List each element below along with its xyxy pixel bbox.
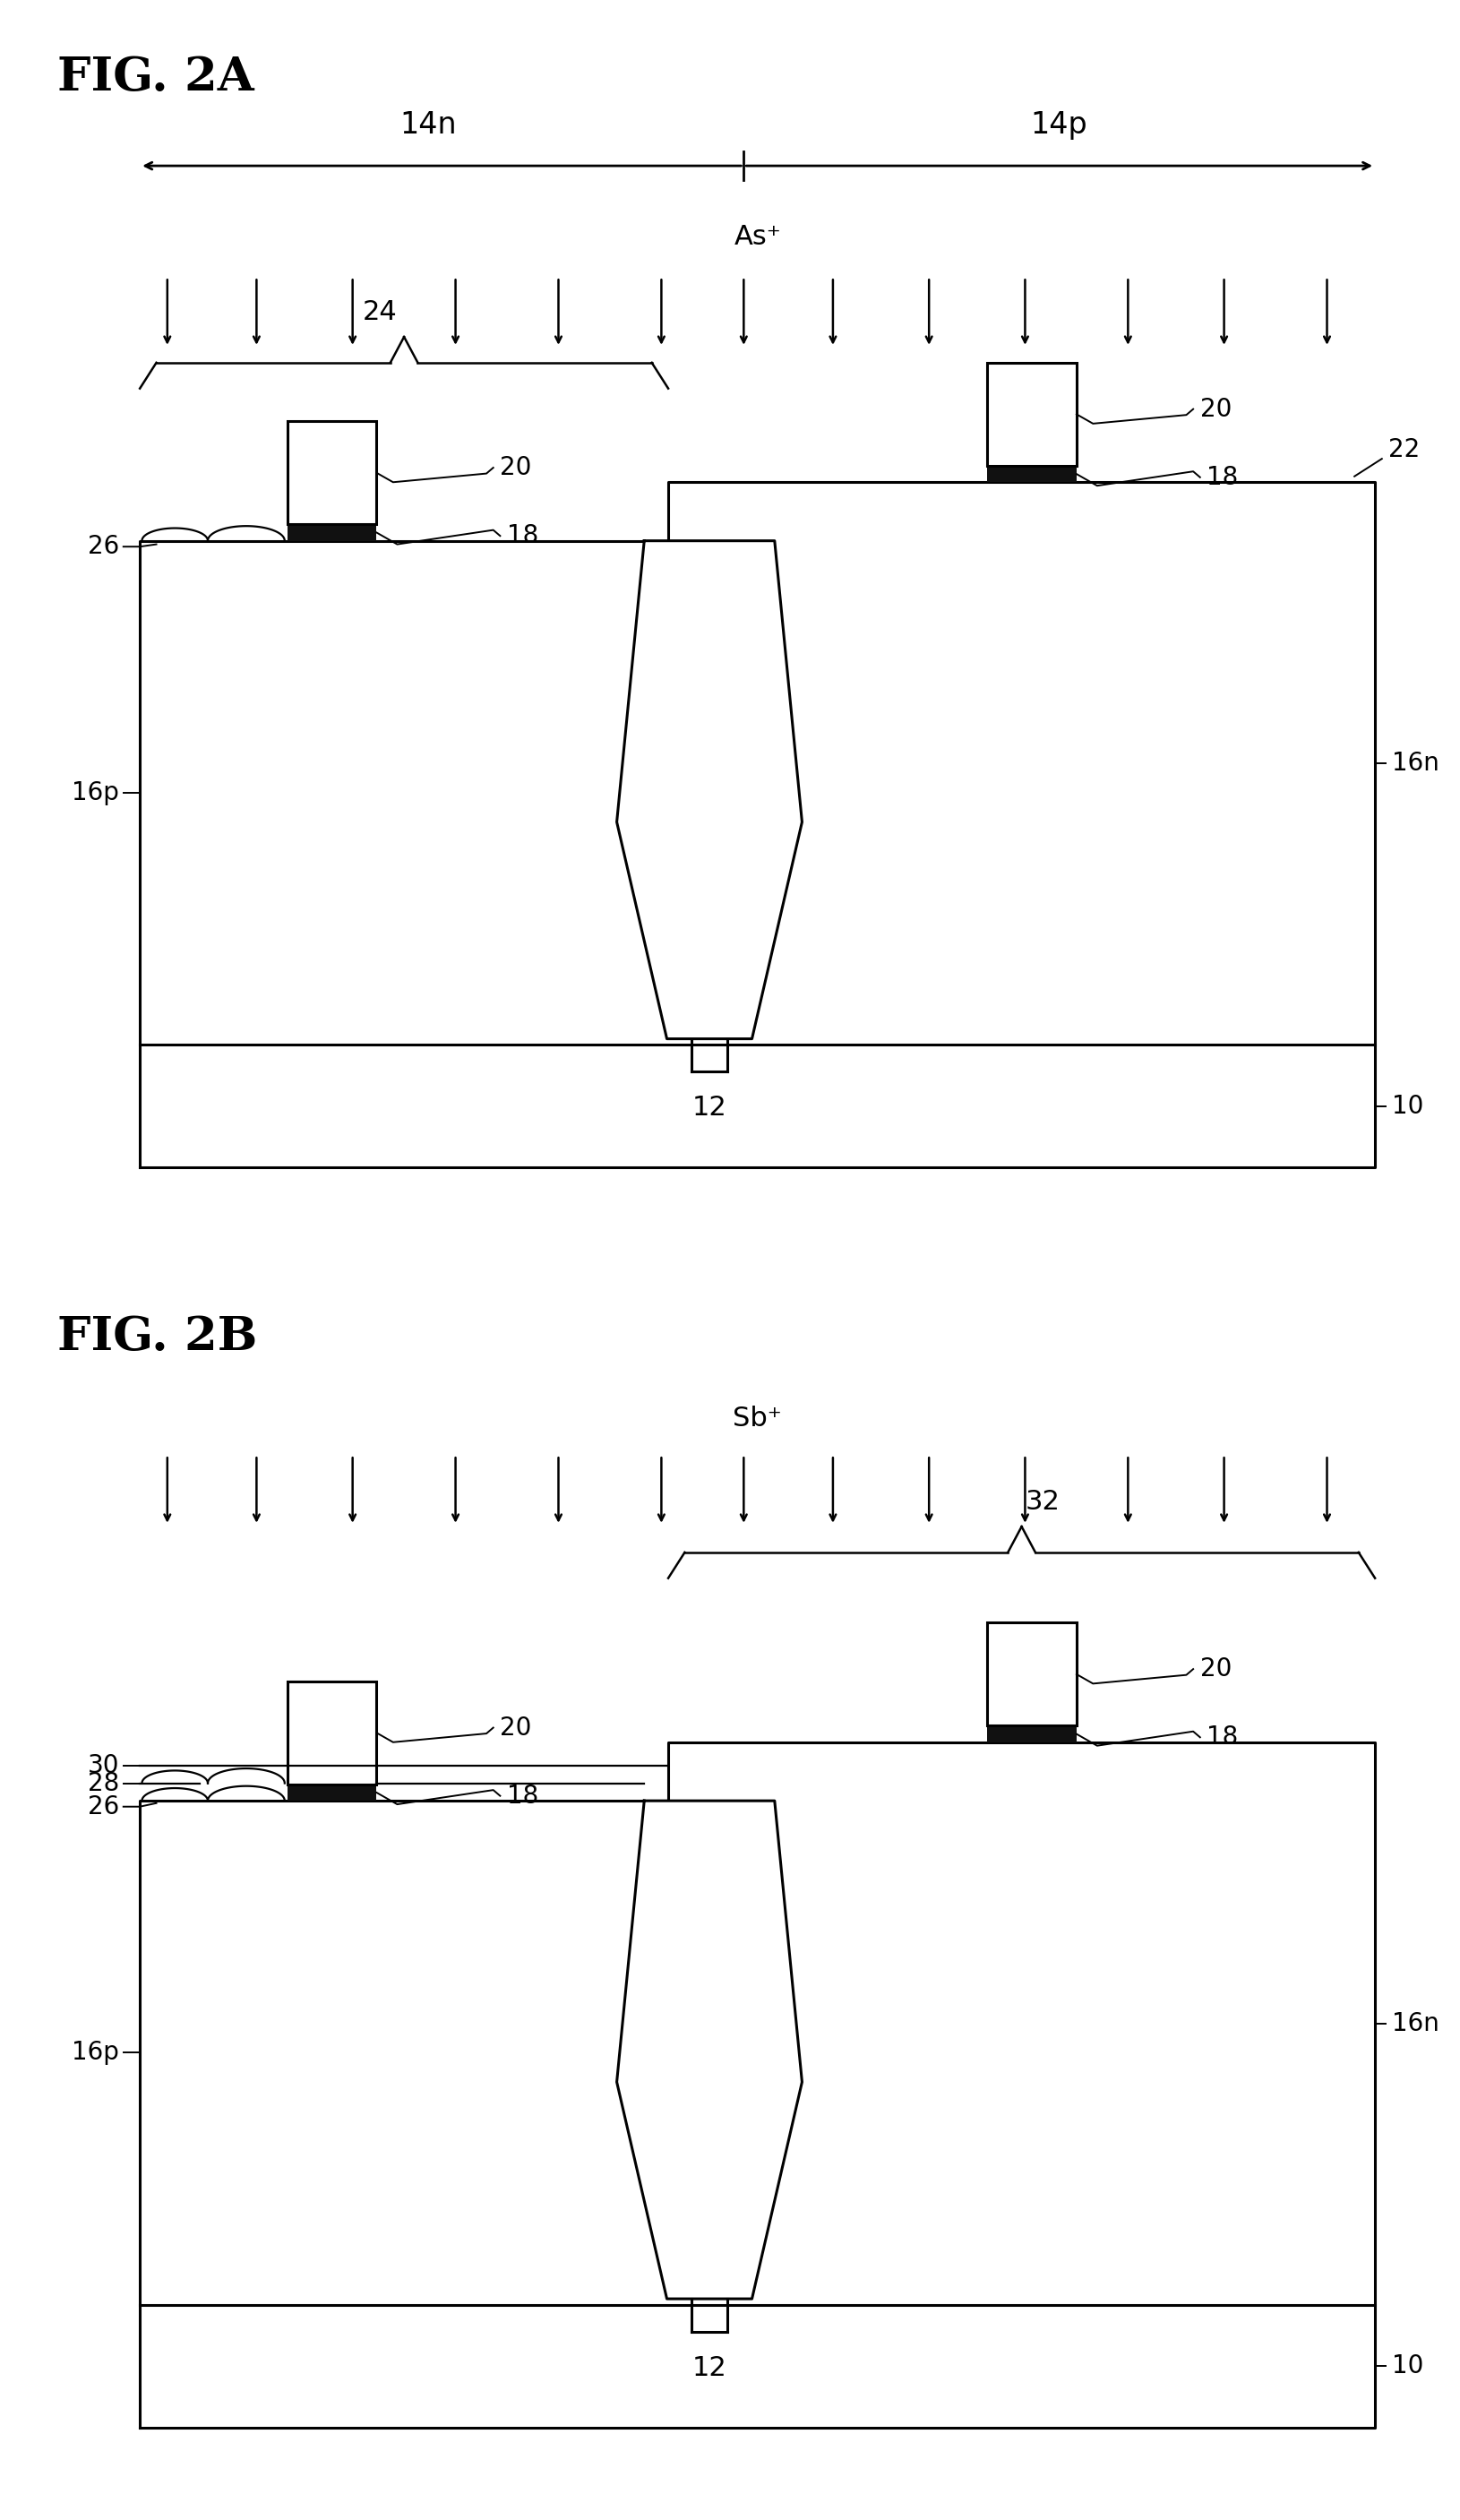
Bar bbox=[987, 363, 1076, 466]
Text: 10: 10 bbox=[1391, 1094, 1424, 1119]
Text: 24: 24 bbox=[364, 300, 397, 325]
Text: 28: 28 bbox=[88, 1772, 120, 1797]
Text: 16p: 16p bbox=[72, 2041, 120, 2066]
Polygon shape bbox=[140, 481, 1375, 1167]
Text: 16p: 16p bbox=[72, 781, 120, 806]
Text: 26: 26 bbox=[88, 534, 120, 559]
Text: 18: 18 bbox=[507, 1784, 539, 1809]
Polygon shape bbox=[140, 1741, 1375, 2427]
Text: 18: 18 bbox=[1207, 464, 1238, 489]
Text: 20: 20 bbox=[501, 456, 531, 481]
Bar bbox=[288, 421, 377, 524]
Text: 16n: 16n bbox=[1391, 2011, 1440, 2036]
Text: 14p: 14p bbox=[1031, 111, 1088, 141]
Text: 14n: 14n bbox=[400, 111, 457, 141]
Polygon shape bbox=[616, 1802, 802, 2298]
Text: 10: 10 bbox=[1391, 2354, 1424, 2379]
Text: FIG. 2B: FIG. 2B bbox=[57, 1315, 257, 1361]
Polygon shape bbox=[616, 542, 802, 1038]
Bar bbox=[288, 1784, 377, 1802]
Text: 22: 22 bbox=[1388, 436, 1421, 461]
Text: 18: 18 bbox=[1207, 1724, 1238, 1749]
Text: 30: 30 bbox=[88, 1754, 120, 1779]
Text: 20: 20 bbox=[1200, 396, 1232, 421]
Text: 12: 12 bbox=[692, 2356, 727, 2381]
Text: 12: 12 bbox=[692, 1096, 727, 1121]
Text: As⁺: As⁺ bbox=[734, 224, 781, 249]
Bar bbox=[288, 524, 377, 542]
Text: 32: 32 bbox=[1025, 1489, 1060, 1515]
Bar bbox=[987, 1623, 1076, 1726]
Text: 26: 26 bbox=[88, 1794, 120, 1819]
Text: 20: 20 bbox=[1200, 1656, 1232, 1681]
Text: 16n: 16n bbox=[1391, 751, 1440, 776]
Bar bbox=[987, 466, 1076, 481]
Bar bbox=[288, 1681, 377, 1784]
Text: 20: 20 bbox=[501, 1716, 531, 1741]
Text: 18: 18 bbox=[507, 524, 539, 549]
Bar bbox=[987, 1726, 1076, 1741]
Text: FIG. 2A: FIG. 2A bbox=[57, 55, 254, 101]
Text: Sb⁺: Sb⁺ bbox=[733, 1406, 783, 1431]
